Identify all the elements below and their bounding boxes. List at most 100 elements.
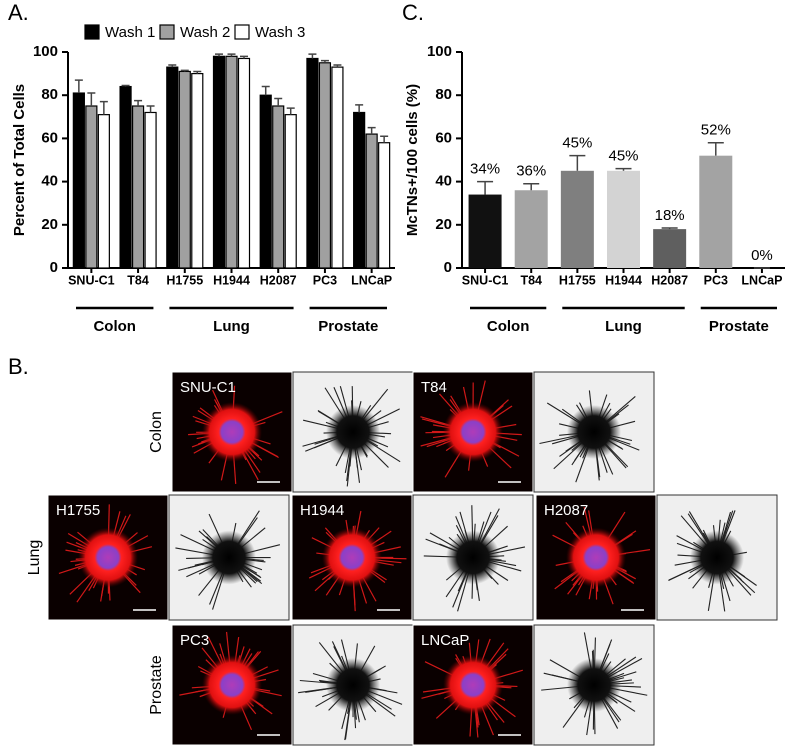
error-bar — [380, 135, 389, 143]
cell — [326, 405, 380, 459]
x-tick-label: H2087 — [651, 273, 688, 287]
x-tick-label: H1755 — [559, 273, 596, 287]
bar — [353, 111, 366, 269]
legend-label: Wash 1 — [105, 24, 155, 41]
group-label: Lung — [605, 318, 642, 335]
bar — [365, 133, 378, 269]
error-bar — [227, 53, 236, 57]
bar — [85, 105, 98, 269]
error-bar — [274, 97, 283, 106]
x-tick-label: PC3 — [313, 273, 337, 287]
cell-line-label: T84 — [421, 379, 447, 396]
cell-line-label: H2087 — [544, 502, 588, 519]
y-axis-label: McTNs+/100 cells (%) — [404, 84, 421, 236]
cell — [567, 658, 621, 712]
cell — [443, 655, 503, 715]
value-label: 45% — [562, 135, 592, 152]
y-tick-label: 60 — [435, 129, 452, 146]
x-tick-label: T84 — [127, 273, 149, 287]
bar — [119, 85, 132, 269]
y-tick-label: 100 — [427, 43, 452, 60]
legend-swatch — [84, 24, 100, 40]
bar — [131, 105, 145, 269]
error-bar — [569, 154, 586, 171]
group-label: Lung — [213, 318, 250, 335]
y-axis-label: Percent of Total Cells — [11, 84, 28, 236]
cell — [566, 527, 626, 588]
error-bar — [215, 53, 223, 57]
row-label: Colon — [148, 411, 165, 453]
error-bar — [87, 92, 96, 106]
x-tick-label: H2087 — [260, 273, 297, 287]
x-tick-label: PC3 — [704, 273, 728, 287]
error-bar — [355, 104, 364, 113]
error-bar — [193, 70, 202, 74]
x-tick-label: SNU-C1 — [68, 273, 115, 287]
y-tick-label: 40 — [41, 173, 58, 190]
legend-label: Wash 3 — [255, 24, 305, 41]
group-label: Prostate — [709, 318, 769, 335]
x-tick-label: SNU-C1 — [462, 273, 509, 287]
value-label: 36% — [516, 163, 546, 180]
error-bar — [333, 64, 342, 68]
error-bar — [180, 69, 189, 72]
error-bar — [146, 105, 155, 113]
group-label: Colon — [93, 318, 136, 335]
cell — [202, 530, 256, 585]
error-bar — [523, 183, 540, 191]
y-tick-label: 20 — [41, 216, 58, 233]
bar — [378, 142, 391, 269]
cell — [322, 527, 382, 588]
bar — [468, 194, 502, 268]
cell-line-label: LNCaP — [421, 632, 469, 649]
value-label: 0% — [751, 247, 773, 264]
bar — [225, 55, 238, 269]
cell-line-label: SNU-C1 — [180, 379, 236, 396]
group-label: Prostate — [318, 318, 378, 335]
group-label: Colon — [487, 318, 530, 335]
y-tick-label: 100 — [33, 43, 58, 60]
bar — [212, 55, 226, 269]
bar — [331, 66, 344, 269]
cell — [202, 655, 262, 715]
cell-line-label: PC3 — [180, 632, 209, 649]
bar — [607, 170, 640, 268]
error-bar — [477, 180, 494, 195]
error-bar — [308, 53, 317, 59]
value-label: 18% — [655, 207, 685, 224]
error-bar — [367, 126, 376, 135]
y-tick-label: 80 — [41, 86, 58, 103]
error-bar — [707, 141, 724, 156]
y-tick-label: 0 — [50, 259, 58, 276]
x-tick-label: H1944 — [605, 273, 642, 287]
x-tick-label: T84 — [520, 273, 542, 287]
error-bar — [74, 79, 83, 94]
x-tick-label: H1755 — [166, 273, 203, 287]
legend-swatch — [234, 24, 250, 40]
cell-line-label: H1944 — [300, 502, 344, 519]
legend-label: Wash 2 — [180, 24, 230, 41]
error-bar — [261, 85, 270, 96]
cell — [690, 530, 744, 585]
bar — [560, 170, 594, 268]
error-bar — [240, 55, 248, 59]
cell — [78, 527, 138, 588]
x-tick-label: H1944 — [213, 273, 250, 287]
error-bar — [99, 100, 108, 115]
error-bar — [286, 107, 295, 115]
error-bar — [661, 227, 678, 230]
error-bar — [320, 59, 329, 63]
bar — [166, 66, 179, 269]
error-bar — [615, 167, 632, 171]
bar — [144, 111, 157, 269]
value-label: 34% — [470, 161, 500, 178]
value-label: 52% — [701, 122, 731, 139]
panel-label: B. — [8, 354, 29, 379]
cell-line-label: H1755 — [56, 502, 100, 519]
bar — [653, 229, 687, 268]
bar — [191, 72, 204, 269]
cell — [446, 530, 500, 585]
cell — [326, 658, 380, 712]
bar — [259, 94, 272, 269]
